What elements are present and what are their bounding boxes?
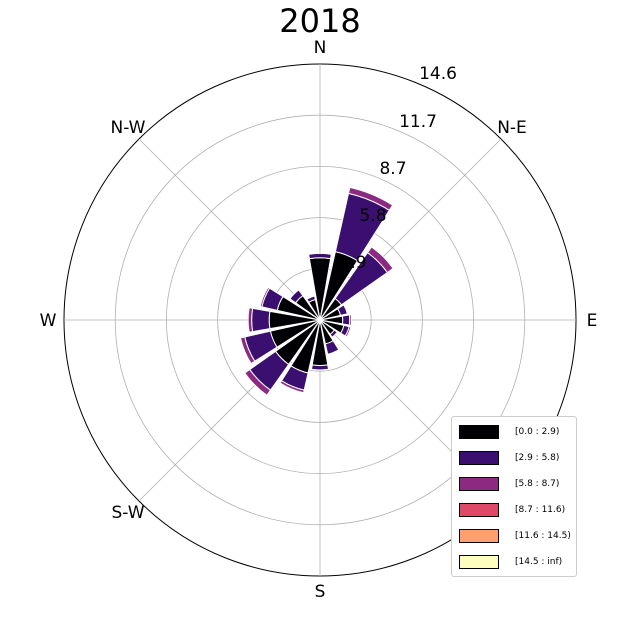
wind-bar-segment [244,368,272,396]
legend-swatch [459,555,499,569]
legend-swatch [459,477,499,491]
legend-label: [5.8 : 8.7) [515,479,560,489]
legend: [0.0 : 2.9) [2.9 : 5.8) [5.8 : 8.7) [8.7 : … [451,416,577,577]
chart-title: 2018 [279,2,360,40]
axis-labels: EN-ENN-WWS-WSS-E2.95.88.711.714.6 [40,38,598,602]
direction-label: N [314,38,327,58]
wind-bar-segment [279,380,305,394]
legend-swatch [459,503,499,517]
legend-label: [0.0 : 2.9) [515,427,560,437]
legend-swatch [459,425,499,439]
legend-swatch [459,451,499,465]
direction-label: S-W [111,503,144,523]
direction-label: W [40,311,57,331]
legend-label: [14.5 : inf) [515,557,563,567]
direction-label: S [315,582,326,602]
legend-swatch [459,529,499,543]
wind-bar-segment [289,289,304,304]
wind-bar-segment [308,252,332,260]
wind-bar-segment [324,340,340,355]
wind-bar-segment [306,295,316,303]
radial-tick-label: 5.8 [359,206,386,226]
direction-label: N-E [497,118,527,138]
legend-label: [8.7 : 11.6) [515,505,566,515]
radial-tick-label: 11.7 [399,112,437,132]
wind-bar-segment [329,329,338,338]
wind-bar-segment [348,314,353,326]
wind-bar-segment [347,186,394,212]
wind-bar-segment [366,246,394,274]
wind-bar-segment [247,307,254,333]
wind-bar-segment [259,286,271,308]
wind-bar-segment [239,336,256,365]
direction-label: N-W [111,118,146,138]
legend-label: [2.9 : 5.8) [515,453,560,463]
radial-tick-label: 14.6 [419,64,457,84]
wind-bar-segment [341,314,351,326]
wind-bar-segment [337,304,348,316]
wind-bar-segment [310,364,330,371]
wind-bar-segment [344,325,352,338]
wind-bar-segment [251,307,271,333]
radial-tick-label: 2.9 [339,253,366,273]
radial-tick-label: 8.7 [379,159,406,179]
wind-bars [239,186,394,396]
legend-label: [11.6 : 14.5) [515,531,571,541]
grid-spoke [138,138,321,321]
direction-label: E [587,311,598,331]
